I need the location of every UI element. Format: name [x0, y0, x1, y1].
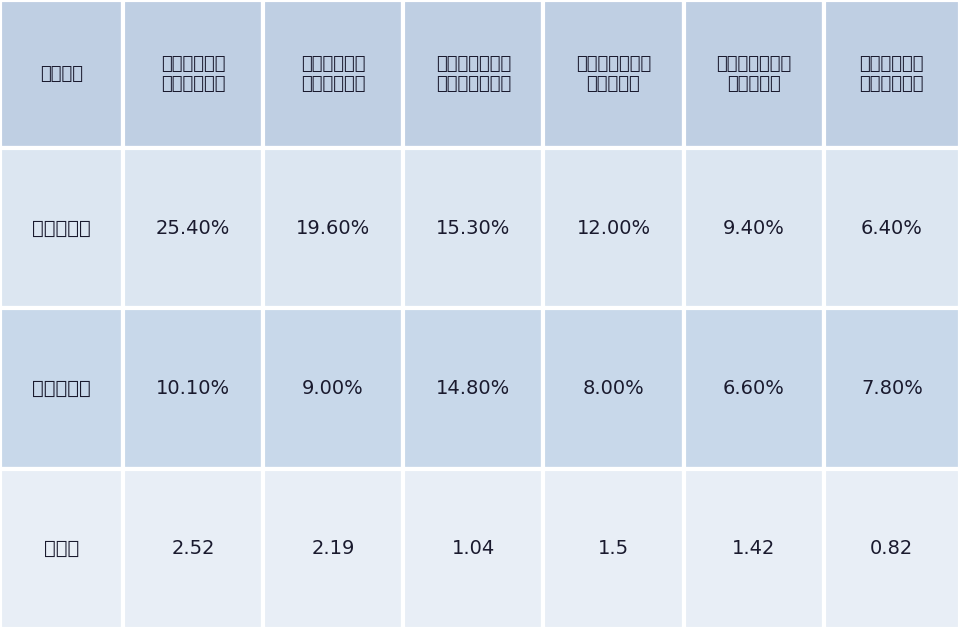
FancyBboxPatch shape	[684, 308, 824, 469]
Text: 8.00%: 8.00%	[583, 379, 644, 398]
Text: 1.04: 1.04	[451, 539, 495, 559]
Text: 0.82: 0.82	[870, 539, 914, 559]
Text: 柏瑞動態趨勢多
重資產基金: 柏瑞動態趨勢多 重資產基金	[716, 55, 791, 93]
FancyBboxPatch shape	[403, 308, 543, 469]
Text: 中信科技趨勢
多重資產基金: 中信科技趨勢 多重資產基金	[300, 55, 366, 93]
FancyBboxPatch shape	[824, 469, 960, 629]
Text: 1.42: 1.42	[732, 539, 776, 559]
FancyBboxPatch shape	[684, 0, 824, 148]
Text: 聯博美國多重資
產收益基金: 聯博美國多重資 產收益基金	[576, 55, 651, 93]
Text: 凱基未來關鍵收
息多重資產基金: 凱基未來關鍵收 息多重資產基金	[436, 55, 511, 93]
FancyBboxPatch shape	[543, 469, 684, 629]
Text: 基金名稱: 基金名稱	[40, 65, 83, 83]
FancyBboxPatch shape	[0, 308, 123, 469]
FancyBboxPatch shape	[824, 148, 960, 308]
FancyBboxPatch shape	[543, 308, 684, 469]
Text: 6.60%: 6.60%	[723, 379, 784, 398]
Text: 12.00%: 12.00%	[576, 218, 651, 238]
FancyBboxPatch shape	[123, 0, 263, 148]
FancyBboxPatch shape	[263, 0, 403, 148]
Text: 9.00%: 9.00%	[302, 379, 364, 398]
Text: 19.60%: 19.60%	[296, 218, 371, 238]
FancyBboxPatch shape	[824, 308, 960, 469]
FancyBboxPatch shape	[543, 148, 684, 308]
FancyBboxPatch shape	[123, 308, 263, 469]
Text: 15.30%: 15.30%	[436, 218, 511, 238]
FancyBboxPatch shape	[0, 469, 123, 629]
FancyBboxPatch shape	[684, 469, 824, 629]
Text: 安聯收益成長
多重資產基金: 安聯收益成長 多重資產基金	[859, 55, 924, 93]
Text: 6.40%: 6.40%	[861, 218, 923, 238]
Text: 9.40%: 9.40%	[723, 218, 784, 238]
Text: 10.10%: 10.10%	[156, 379, 230, 398]
FancyBboxPatch shape	[263, 148, 403, 308]
FancyBboxPatch shape	[403, 469, 543, 629]
Text: 25.40%: 25.40%	[156, 218, 230, 238]
FancyBboxPatch shape	[123, 469, 263, 629]
FancyBboxPatch shape	[543, 0, 684, 148]
FancyBboxPatch shape	[403, 148, 543, 308]
Text: 富邦台美雙星
多重資產基金: 富邦台美雙星 多重資產基金	[160, 55, 226, 93]
FancyBboxPatch shape	[824, 0, 960, 148]
FancyBboxPatch shape	[263, 469, 403, 629]
Text: 年化標準差: 年化標準差	[32, 379, 91, 398]
FancyBboxPatch shape	[0, 148, 123, 308]
Text: 2.19: 2.19	[311, 539, 355, 559]
Text: 夏普值: 夏普值	[44, 539, 79, 559]
Text: 2.52: 2.52	[171, 539, 215, 559]
Text: 年化報酬率: 年化報酬率	[32, 218, 91, 238]
Text: 7.80%: 7.80%	[861, 379, 923, 398]
FancyBboxPatch shape	[403, 0, 543, 148]
Text: 14.80%: 14.80%	[436, 379, 511, 398]
FancyBboxPatch shape	[123, 148, 263, 308]
FancyBboxPatch shape	[0, 0, 123, 148]
FancyBboxPatch shape	[263, 308, 403, 469]
Text: 1.5: 1.5	[598, 539, 629, 559]
FancyBboxPatch shape	[684, 148, 824, 308]
